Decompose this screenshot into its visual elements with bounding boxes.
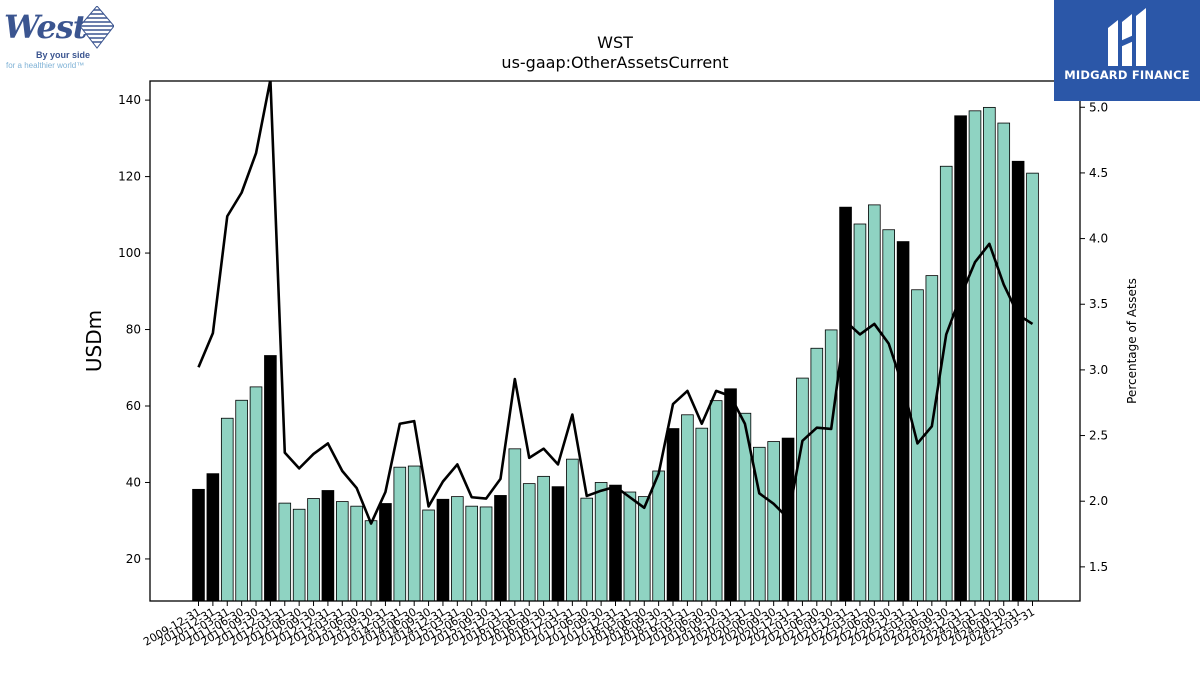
y2-axis-label: Percentage of Assets xyxy=(1125,278,1139,404)
y-tick-label: 120 xyxy=(118,170,141,184)
bar xyxy=(1026,172,1039,602)
bar xyxy=(249,386,263,602)
y-tick-label: 20 xyxy=(126,552,141,566)
west-logo-tagline-2: for a healthier world™ xyxy=(6,61,85,70)
bar xyxy=(566,458,579,602)
x-axis: 2009-12-312010-12-312011-03-312011-06-30… xyxy=(141,601,1037,649)
bar xyxy=(623,491,637,602)
midgard-emblem-icon xyxy=(1108,8,1146,66)
midgard-finance-wordmark: MIDGARD FINANCE xyxy=(1064,68,1190,82)
bar xyxy=(307,498,320,602)
west-diamond-icon xyxy=(80,6,114,49)
bar xyxy=(796,377,809,602)
bar xyxy=(407,465,421,602)
bar xyxy=(350,505,363,602)
bar xyxy=(522,483,536,602)
y2-tick-label: 2.0 xyxy=(1089,494,1108,508)
chart-subtitle: us-gaap:OtherAssetsCurrent xyxy=(501,53,728,72)
bar xyxy=(1011,160,1025,602)
bar xyxy=(335,501,349,602)
bar xyxy=(925,275,939,602)
bar xyxy=(724,388,737,602)
bar xyxy=(911,289,924,602)
bar xyxy=(264,355,277,602)
chart-title: WST xyxy=(597,33,633,52)
bar xyxy=(192,488,205,602)
bar xyxy=(551,486,565,602)
y2-tick-label: 3.0 xyxy=(1089,363,1108,377)
bar xyxy=(637,496,651,602)
west-logo: West By your side for a healthier world™ xyxy=(2,4,114,70)
bar xyxy=(695,427,709,602)
bar xyxy=(939,165,953,602)
bar xyxy=(896,241,910,602)
bar xyxy=(824,329,838,602)
bar xyxy=(379,503,392,602)
y2-tick-label: 1.5 xyxy=(1089,560,1108,574)
bar xyxy=(681,414,694,602)
percentage-line xyxy=(197,81,1034,525)
bar xyxy=(422,509,435,602)
bar xyxy=(508,448,522,602)
bar xyxy=(594,482,608,602)
y2-tick-label: 3.5 xyxy=(1089,297,1108,311)
bar xyxy=(235,399,248,602)
midgard-finance-logo: MIDGARD FINANCE xyxy=(1054,0,1200,101)
y-tick-label: 40 xyxy=(126,475,141,489)
bar xyxy=(436,498,450,602)
y-tick-label: 80 xyxy=(126,323,141,337)
bar xyxy=(954,115,967,602)
bar xyxy=(278,502,292,602)
bar xyxy=(292,508,306,602)
line-group xyxy=(197,81,1034,525)
y2-tick-label: 4.5 xyxy=(1089,166,1108,180)
bar xyxy=(997,122,1011,602)
bar xyxy=(580,497,594,602)
bar xyxy=(882,229,895,602)
bar-group xyxy=(192,106,1039,602)
bar xyxy=(709,400,723,602)
y-axis: 20 40 60 80 100 120 140 xyxy=(118,93,150,566)
west-logo-word: West xyxy=(4,8,87,46)
bar xyxy=(494,495,507,602)
bar xyxy=(479,506,493,602)
y2-axis: 1.5 2.0 2.5 3.0 3.5 4.0 4.5 5.0 xyxy=(1080,100,1108,574)
bar xyxy=(666,428,680,602)
y-tick-label: 140 xyxy=(118,93,141,107)
west-logo-tagline: By your side xyxy=(36,50,91,60)
y2-tick-label: 4.0 xyxy=(1089,232,1108,246)
y-axis-label: USDm xyxy=(82,310,106,372)
y2-tick-label: 2.5 xyxy=(1089,429,1108,443)
y2-tick-label: 5.0 xyxy=(1089,100,1108,114)
bar xyxy=(868,204,881,602)
bar xyxy=(537,475,550,602)
bar xyxy=(767,441,780,602)
bar xyxy=(206,473,220,602)
bar xyxy=(652,470,665,602)
bar xyxy=(220,417,234,602)
bar xyxy=(810,347,824,602)
bar xyxy=(364,520,378,602)
bar xyxy=(968,110,982,602)
bar xyxy=(393,466,407,602)
bar xyxy=(451,496,464,602)
plot-frame xyxy=(149,80,1081,602)
bar xyxy=(839,206,852,602)
bar xyxy=(321,490,335,602)
bar xyxy=(609,484,622,602)
y-tick-label: 60 xyxy=(126,399,141,413)
y-tick-label: 100 xyxy=(118,246,141,260)
bar xyxy=(853,223,867,602)
bar xyxy=(983,106,996,602)
bar xyxy=(465,505,478,602)
